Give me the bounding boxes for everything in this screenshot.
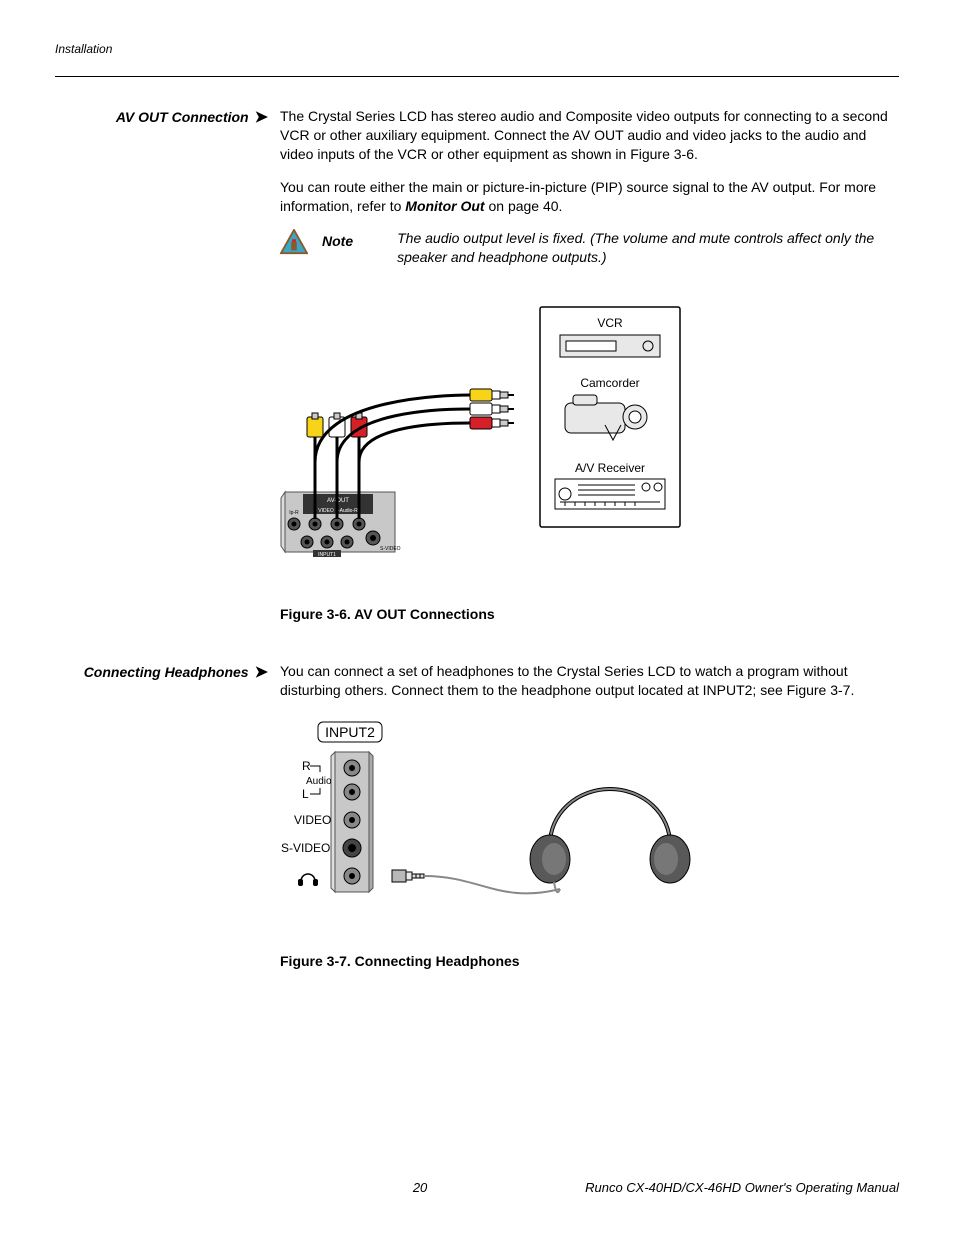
note-block: Note The audio output level is fixed. (T… (280, 229, 899, 267)
hp-l-label: L (302, 787, 309, 801)
headphones-illustration (530, 789, 690, 892)
heading-headphones: Connecting Headphones ➤ (84, 662, 268, 682)
note-text: The audio output level is fixed. (The vo… (367, 229, 899, 267)
panel-label-svideo: S-VIDEO (380, 546, 401, 552)
panel-label-ipr: Ip-R (289, 510, 299, 516)
avout-para-2: You can route either the main or picture… (280, 178, 899, 216)
headphones-para-1: You can connect a set of headphones to t… (280, 662, 899, 700)
diagram-label-avreceiver: A/V Receiver (575, 461, 645, 475)
avout-para-1: The Crystal Series LCD has stereo audio … (280, 107, 899, 164)
figure-3-6-caption: Figure 3-6. AV OUT Connections (280, 606, 899, 622)
figure-3-7-diagram: INPUT2 R Audio L VIDEO S-VIDEO (280, 714, 899, 937)
avout-p2b: Monitor Out (405, 198, 484, 214)
section-avout: AV OUT Connection ➤ The Crystal Series L… (55, 107, 899, 642)
footer-doc-title: Runco CX-40HD/CX-46HD Owner's Operating … (585, 1180, 899, 1195)
footer-page-number: 20 (413, 1180, 427, 1195)
hp-audio-label: Audio (306, 776, 332, 787)
heading-arrow-icon: ➤ (255, 662, 268, 682)
heading-avout: AV OUT Connection ➤ (116, 107, 268, 127)
headphone-icon (298, 874, 318, 886)
avout-p2a: You can route either the main or picture… (280, 179, 876, 214)
note-triangle-icon (280, 229, 308, 255)
figure-3-6-diagram: VCR Camcorder A/V Receiver (280, 297, 899, 590)
page-footer: 20 Runco CX-40HD/CX-46HD Owner's Operati… (55, 1180, 899, 1195)
header-rule (55, 76, 899, 77)
hp-r-label: R (302, 759, 311, 773)
hp-svideo-label: S-VIDEO (281, 841, 330, 855)
figure-3-7-caption: Figure 3-7. Connecting Headphones (280, 953, 899, 969)
heading-headphones-text: Connecting Headphones (84, 664, 249, 680)
panel-label-input1: INPUT1 (318, 552, 336, 558)
heading-avout-text: AV OUT Connection (116, 109, 249, 125)
heading-arrow-icon: ➤ (255, 107, 268, 127)
note-label: Note (322, 229, 353, 249)
avout-p2c: on page 40. (485, 198, 563, 214)
page-header-section: Installation (55, 42, 112, 56)
diagram-label-camcorder: Camcorder (580, 376, 639, 390)
hp-video-label: VIDEO (294, 813, 331, 827)
hp-input2-label: INPUT2 (325, 724, 375, 740)
section-headphones: Connecting Headphones ➤ You can connect … (55, 662, 899, 989)
diagram-label-vcr: VCR (597, 316, 623, 330)
